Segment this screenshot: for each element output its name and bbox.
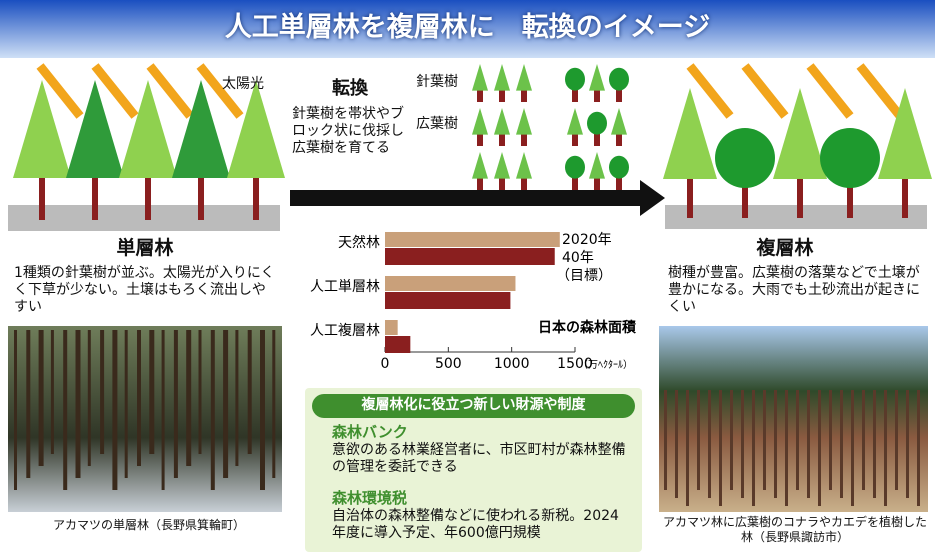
photo-trunk bbox=[873, 390, 876, 498]
caption: アカマツの単層林（長野県箕輪町） bbox=[14, 517, 284, 534]
broadleaf bbox=[820, 128, 880, 188]
photo-trunk bbox=[76, 330, 81, 478]
conifer bbox=[589, 64, 605, 91]
policy-item-text: 意欲のある林業経営者に、市区町村が森林整備の管理を委託できる bbox=[332, 442, 632, 476]
sun-ray bbox=[745, 66, 785, 116]
conifer bbox=[494, 108, 510, 135]
conifer bbox=[773, 88, 827, 179]
conifer bbox=[516, 152, 532, 179]
photo-trunk bbox=[708, 390, 711, 498]
conifer bbox=[472, 64, 488, 91]
photo-trunk bbox=[125, 330, 128, 478]
photo-trunk bbox=[752, 390, 755, 506]
photo-trunk bbox=[730, 390, 733, 490]
photo-trunk bbox=[785, 390, 788, 506]
photo-trunk bbox=[223, 330, 228, 478]
photo-trunk bbox=[906, 390, 909, 498]
broadleaf bbox=[565, 68, 585, 91]
caption: アカマツ林に広葉樹のコナラやカエデを植樹した林（長野県諏訪市） bbox=[662, 515, 928, 545]
photo-trunk bbox=[741, 390, 744, 498]
conifer bbox=[611, 108, 627, 135]
conifer bbox=[494, 64, 510, 91]
photo-trunk bbox=[88, 330, 91, 466]
title: 人工単層林を複層林に 転換のイメージ bbox=[0, 12, 935, 44]
photo-trunk bbox=[862, 390, 865, 490]
conifer bbox=[494, 152, 510, 179]
photo-trunk bbox=[211, 330, 215, 490]
photo bbox=[8, 326, 282, 512]
sun-ray bbox=[810, 66, 850, 116]
photo-trunk bbox=[26, 330, 30, 478]
photo-trunk bbox=[829, 390, 832, 490]
photo-trunk bbox=[818, 390, 821, 506]
photo-trunk bbox=[137, 330, 141, 466]
policy-heading: 複層林化に役立つ新しい財源や制度 bbox=[312, 397, 635, 414]
photo-trunk bbox=[112, 330, 117, 490]
photo-trunk bbox=[149, 330, 154, 454]
photo-trunk bbox=[14, 330, 17, 490]
broadleaf bbox=[565, 156, 585, 179]
photo-trunk bbox=[884, 390, 887, 506]
photo-trunk bbox=[235, 330, 238, 466]
description: 樹種が豊富。広葉樹の落葉などで土壌が豊かになる。大雨でも土砂流出が起きにくい bbox=[668, 265, 928, 316]
policy-item-text: 自治体の森林整備などに使われる新税。2024年度に導入予定、年600億円規模 bbox=[332, 508, 632, 542]
photo-trunk bbox=[162, 330, 165, 490]
photo-trunk bbox=[851, 390, 854, 506]
photo-trunk bbox=[248, 330, 252, 454]
photo-trunk bbox=[63, 330, 67, 490]
photo-trunk bbox=[174, 330, 178, 478]
photo-trunk bbox=[39, 330, 44, 466]
broadleaf bbox=[715, 128, 775, 188]
photo-trunk bbox=[199, 330, 202, 454]
description: 1種類の針葉樹が並ぶ。太陽光が入りにくく下草が少ない。土壌はもろく流出しやすい bbox=[14, 265, 276, 316]
photo-trunk bbox=[840, 390, 843, 498]
conifer bbox=[227, 80, 285, 178]
photo-trunk bbox=[807, 390, 810, 498]
conifer bbox=[516, 108, 532, 135]
photo-trunk bbox=[774, 390, 777, 498]
policy-item-title: 森林環境税 bbox=[332, 490, 407, 507]
photo-trunk bbox=[719, 390, 722, 506]
conifer bbox=[472, 108, 488, 135]
description: 針葉樹を帯状やブロック状に伐採し広葉樹を育てる bbox=[292, 106, 410, 157]
heading: 複層林 bbox=[700, 240, 870, 257]
conifer bbox=[472, 152, 488, 179]
photo-trunk bbox=[100, 330, 104, 454]
photo-trunk bbox=[686, 390, 689, 506]
conifer bbox=[589, 152, 605, 179]
policy-item-title: 森林バンク bbox=[332, 424, 408, 441]
page: 人工単層林を複層林に 転換のイメージ 太陽光 単層林 1種類の針葉樹が並ぶ。太陽… bbox=[0, 0, 935, 554]
photo-trunk bbox=[260, 330, 265, 490]
photo-trunk bbox=[697, 390, 700, 490]
photo-trunk bbox=[272, 330, 275, 478]
sun-label: 太陽光 bbox=[222, 76, 264, 93]
conifer bbox=[663, 88, 717, 179]
broadleaf bbox=[609, 156, 629, 179]
heading: 転換 bbox=[300, 80, 400, 97]
photo-trunk bbox=[51, 330, 54, 454]
photo-trunk bbox=[186, 330, 191, 466]
ground bbox=[8, 205, 280, 231]
ground bbox=[665, 205, 927, 229]
broadleaf bbox=[587, 112, 607, 135]
conifer bbox=[567, 108, 583, 135]
tree-label: 針葉樹 bbox=[416, 74, 458, 91]
photo-trunk bbox=[664, 390, 667, 490]
photo-trunk bbox=[895, 390, 898, 490]
photo-trunk bbox=[917, 390, 920, 506]
photo-trunk bbox=[763, 390, 766, 490]
tree-label: 広葉樹 bbox=[416, 116, 458, 133]
photo-trunk bbox=[675, 390, 678, 498]
heading: 単層林 bbox=[60, 240, 230, 257]
sun-ray bbox=[860, 66, 900, 116]
photo-trunk bbox=[796, 390, 799, 490]
conifer bbox=[516, 64, 532, 91]
broadleaf bbox=[609, 68, 629, 91]
